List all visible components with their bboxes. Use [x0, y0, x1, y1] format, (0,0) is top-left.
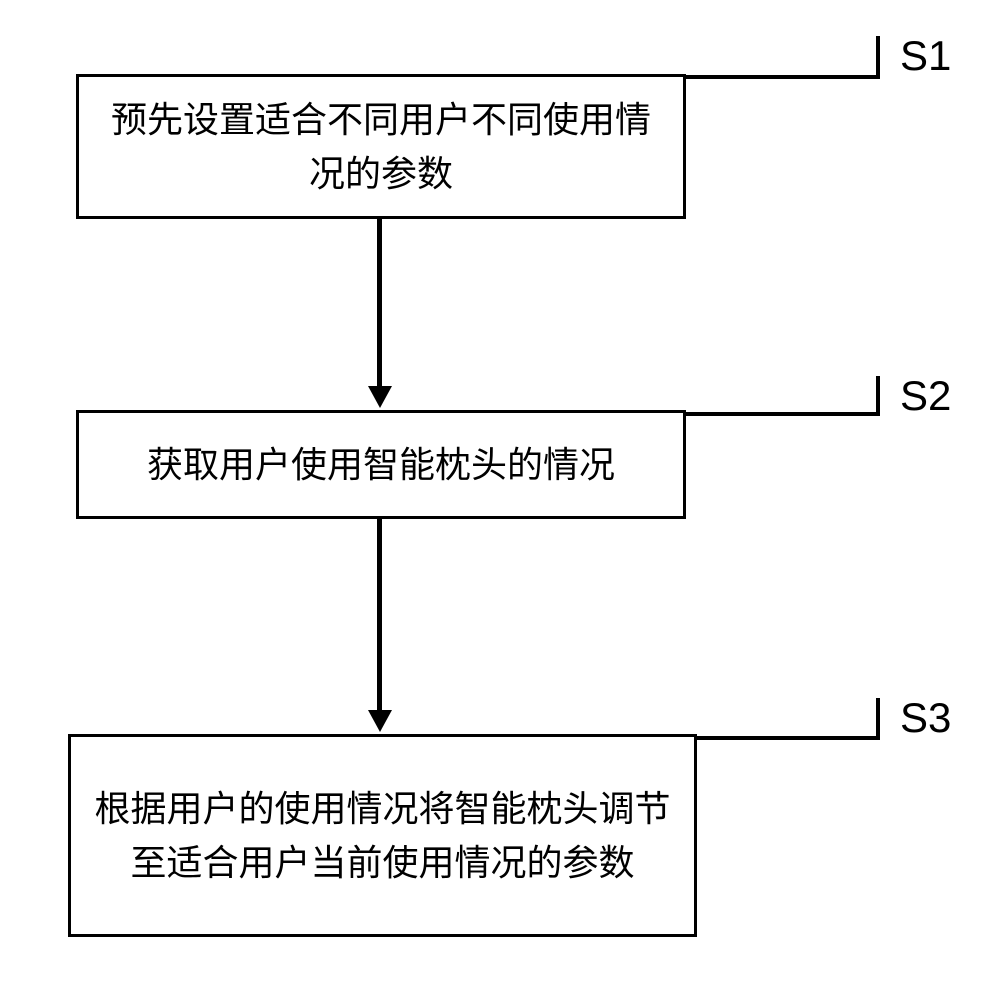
flow-box-s2: 获取用户使用智能枕头的情况 [76, 410, 686, 519]
callout-s1-vertical [876, 36, 880, 79]
flow-box-s2-text: 获取用户使用智能枕头的情况 [147, 438, 615, 492]
arrow-s2-s3-line [377, 519, 382, 712]
step-label-s2: S2 [900, 372, 951, 420]
flow-box-s3: 根据用户的使用情况将智能枕头调节至适合用户当前使用情况的参数 [68, 734, 697, 937]
flow-box-s1: 预先设置适合不同用户不同使用情况的参数 [76, 74, 686, 219]
callout-s1-horizontal [686, 75, 880, 79]
arrow-s2-s3-head [368, 710, 392, 732]
callout-s3-vertical [876, 698, 880, 740]
callout-s3-horizontal [697, 736, 880, 740]
callout-s2-horizontal [686, 412, 880, 416]
flow-box-s3-text: 根据用户的使用情况将智能枕头调节至适合用户当前使用情况的参数 [87, 782, 678, 890]
step-label-s3: S3 [900, 694, 951, 742]
arrow-s1-s2-head [368, 386, 392, 408]
flowchart-container: 预先设置适合不同用户不同使用情况的参数 S1 获取用户使用智能枕头的情况 S2 … [0, 0, 998, 1000]
callout-s2-vertical [876, 376, 880, 416]
flow-box-s1-text: 预先设置适合不同用户不同使用情况的参数 [95, 93, 667, 201]
arrow-s1-s2-line [377, 219, 382, 388]
step-label-s1: S1 [900, 32, 951, 80]
